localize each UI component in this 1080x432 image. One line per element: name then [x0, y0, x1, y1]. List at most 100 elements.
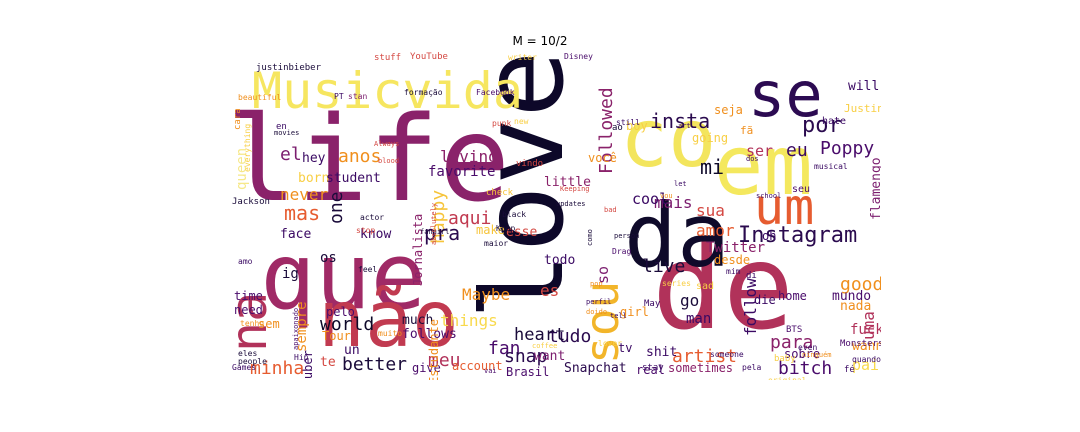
word-black: black — [502, 210, 526, 219]
word-tour: Tour — [322, 329, 351, 343]
word-bitch: bitch — [778, 358, 832, 379]
word-pai: pai — [852, 356, 879, 374]
word-sempre: sempre — [294, 301, 310, 352]
word-facebook: Facebook — [476, 88, 515, 97]
word-feel: feel — [358, 265, 377, 274]
word-monsters: Monsters — [840, 339, 881, 349]
word-better: better — [342, 354, 407, 375]
word-jornalista: Jornalista — [411, 214, 425, 286]
word-el: el — [280, 144, 302, 165]
word-favorite: favorite — [428, 164, 495, 180]
word-pela: pela — [742, 363, 761, 372]
word-school: school — [756, 192, 781, 200]
word-se: se — [748, 58, 823, 131]
word-que: que — [260, 223, 426, 330]
word-justinbieber: justinbieber — [256, 63, 322, 73]
word-ig: ig — [282, 266, 299, 282]
word-everything: everything — [243, 124, 252, 172]
word-sometimes: sometimes — [668, 361, 733, 375]
word-formacao: formação — [404, 88, 443, 97]
word-dos: dos — [746, 155, 759, 163]
word-anos: anos — [338, 146, 381, 167]
word-maybe: Maybe — [462, 285, 510, 304]
word-fuck: fuck — [850, 322, 881, 338]
word-fangirl: fangirl — [420, 228, 450, 236]
word-going: going — [692, 131, 728, 145]
word-new: new — [514, 117, 529, 126]
word-mim: mim — [726, 267, 741, 276]
word-todo: todo — [544, 253, 575, 268]
word-da: da — [624, 184, 730, 287]
word-es: es — [540, 281, 559, 300]
word-art: art — [678, 122, 691, 130]
word-will: will — [848, 79, 879, 94]
word-co: co — [620, 92, 716, 185]
word-even: even — [798, 343, 817, 352]
word-beautiful: beautiful — [238, 93, 282, 102]
word-hip: Hip — [294, 353, 309, 362]
word-lover: lover — [598, 339, 622, 348]
word-desde: desde — [714, 253, 750, 267]
word-nao: não — [318, 275, 459, 365]
word-follows: follows — [402, 327, 457, 342]
word-musicvida: Musicvida — [252, 62, 523, 120]
word-actor: actor — [360, 213, 384, 222]
word-punk: punk — [492, 119, 511, 128]
word-little: little — [544, 175, 591, 190]
word-make: make — [476, 223, 505, 237]
word-good: good — [840, 274, 881, 295]
word-poppy: Poppy — [820, 138, 874, 159]
word-tv: tv — [618, 341, 632, 355]
word-stan: stan — [348, 92, 367, 101]
word-hate: hate — [822, 116, 846, 127]
word-pop: pop — [590, 280, 603, 288]
word-heart: heart — [514, 325, 565, 345]
word-stop: stop — [356, 226, 375, 235]
word-justin: Justin — [844, 102, 881, 115]
word-un: un — [344, 343, 360, 358]
word-musical: musical — [814, 162, 848, 171]
word-pt: PT — [334, 92, 344, 101]
word-esse: esse — [506, 225, 537, 240]
word-one: one — [326, 191, 347, 224]
word-oh: oh — [762, 229, 776, 243]
word-seja: seja — [714, 103, 743, 117]
word-para: para — [770, 332, 813, 353]
word-cloud: life love de que não co em da se Musicvida um na sou… — [226, 50, 881, 380]
word-disney: Disney — [564, 52, 593, 61]
word-minha: minha — [250, 358, 304, 379]
word-born: born — [298, 171, 329, 186]
word-stuff: stuff — [374, 53, 401, 63]
word-real: real — [636, 363, 665, 377]
word-pra: pra — [424, 221, 460, 245]
word-kpop: Kpop — [496, 224, 515, 233]
word-um: um — [754, 178, 814, 236]
word-sua: sua — [696, 201, 725, 220]
word-em: em — [714, 119, 813, 214]
word-nada: nada — [840, 299, 871, 314]
word-die: die — [754, 293, 776, 307]
word-girl: girl — [620, 305, 649, 319]
word-cara: cara — [233, 108, 243, 130]
word-so: so — [594, 266, 612, 284]
word-want: want — [534, 349, 565, 364]
word-check: check — [486, 188, 514, 198]
word-te: te — [320, 355, 336, 370]
word-snap: snap — [504, 346, 547, 367]
word-amo: amo — [238, 257, 253, 266]
word-eu: eu — [786, 140, 808, 161]
word-living: living — [440, 147, 498, 166]
word-por: por — [802, 113, 842, 138]
word-go: go — [680, 291, 699, 310]
word-writer: writer — [508, 53, 537, 62]
word-absolutely: absolutely — [430, 203, 438, 245]
word-voce: você — [588, 151, 617, 165]
word-vai: vai — [484, 367, 497, 375]
word-tenho: tenho — [240, 319, 264, 328]
word-tell: tell — [610, 312, 627, 320]
word-shit: shit — [646, 345, 677, 360]
word-uma: uma — [859, 311, 878, 340]
word-cool: cool — [632, 190, 668, 208]
word-student: student — [326, 171, 381, 186]
